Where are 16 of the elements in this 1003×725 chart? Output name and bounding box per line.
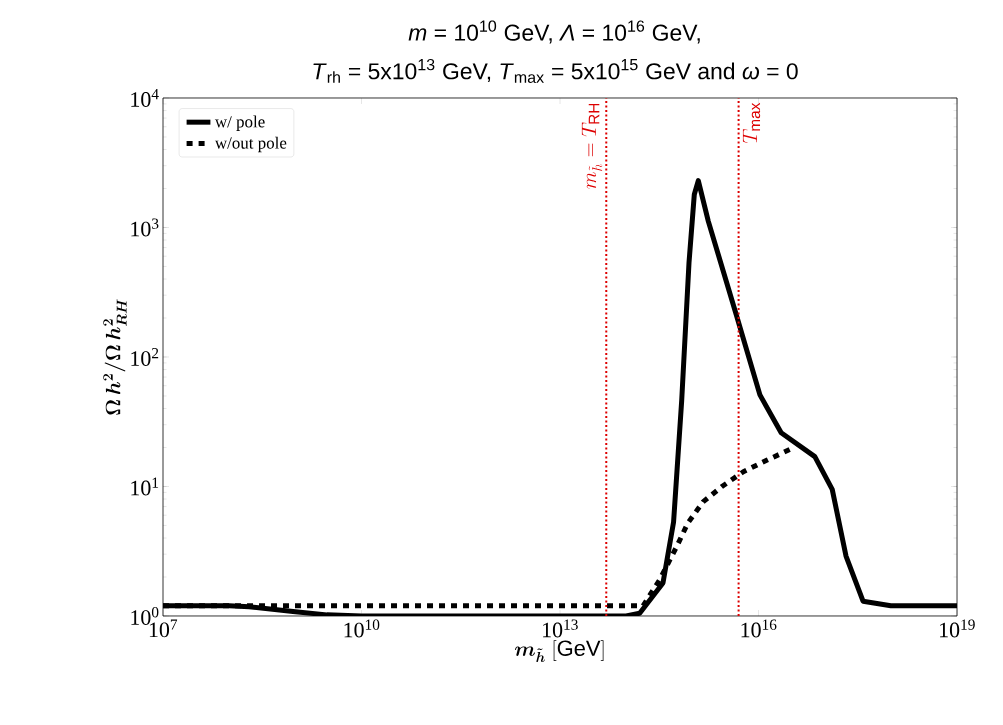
y-tick-label: 10$^{4}$ <box>131 89 159 107</box>
x-tick-label: 10$^{16}$ <box>741 619 777 638</box>
y-tick-label: 10$^{2}$ <box>131 348 159 366</box>
legend-label: w/out pole <box>214 136 287 153</box>
text: T$_{rh}$ = 5x10$^{13}$ GeV, T$_{max}$ = 5x10$^{15}$ GeV and ω = 0 <box>313 58 798 84</box>
y-tick-label: 10$^{1}$ <box>131 477 159 496</box>
x-tick-label: 10$^{19}$ <box>940 619 975 638</box>
y-axis-title: $\boldsymbol{\Omega\, h^2/\Omega\, h^2_{RH}}$ <box>103 299 127 415</box>
chart-title: m = 10$^{10}$ GeV, Λ = 10$^{16}$ GeV, <box>408 20 700 44</box>
legend-label: w/ pole <box>214 115 265 131</box>
x-tick-label: 10$^{13}$ <box>543 619 578 638</box>
x-axis-title: $\boldsymbol{m_{\tilde{h}}}\;[\mathrm{GeV}]$ <box>515 640 604 663</box>
x-tick-label: 10$^{10}$ <box>344 619 380 638</box>
y-tick-label: 10$^{3}$ <box>131 218 159 237</box>
ref-line-label: $m_{\tilde{h}} = T_{\rm RH}$ <box>581 103 603 189</box>
ref-line-label: $T_{\rm max}$ <box>742 102 761 144</box>
